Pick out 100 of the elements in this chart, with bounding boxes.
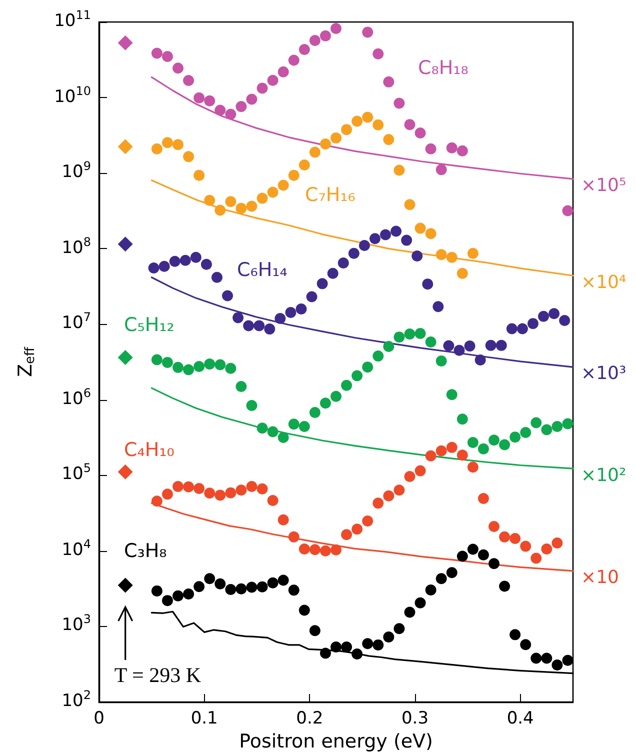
point (162, 51, 173, 62)
point (404, 119, 416, 130)
point (478, 549, 489, 560)
point (341, 380, 352, 391)
point (478, 443, 489, 454)
point (278, 574, 289, 586)
point (467, 248, 478, 259)
point (194, 170, 205, 181)
point (383, 76, 394, 88)
point (151, 585, 162, 596)
series-label: C₇H₁₆ (305, 184, 356, 206)
point (320, 30, 331, 42)
point (474, 354, 486, 366)
point (225, 584, 236, 596)
point (243, 320, 254, 332)
text: ×10⁵ (581, 174, 626, 196)
point (151, 143, 162, 154)
y-tick-label: 10$^{2}$ (62, 688, 91, 711)
point (288, 531, 300, 542)
series-label: C₆H₁₄ (237, 259, 288, 281)
series-label: C₃H₈ (124, 540, 167, 562)
point (414, 222, 426, 234)
point (204, 194, 216, 206)
point (383, 631, 394, 642)
point (362, 515, 374, 526)
point (404, 470, 416, 482)
point (516, 323, 528, 334)
point (456, 414, 468, 425)
point (414, 127, 426, 138)
point (562, 205, 574, 216)
point (214, 204, 226, 216)
point (309, 625, 320, 636)
point (204, 95, 216, 106)
point (394, 623, 405, 634)
point (288, 584, 300, 596)
point (496, 340, 507, 351)
point (162, 488, 173, 500)
text: ×10 (581, 566, 619, 588)
point (446, 442, 458, 453)
point (236, 484, 247, 496)
point (183, 364, 194, 376)
point (372, 350, 384, 362)
point (172, 481, 184, 492)
point (446, 389, 458, 400)
point (443, 340, 454, 352)
point (527, 318, 538, 330)
point (162, 356, 173, 368)
point (425, 143, 436, 154)
point (394, 98, 405, 109)
point (394, 164, 405, 176)
point (530, 552, 542, 564)
point (436, 573, 447, 584)
point (278, 66, 289, 78)
point (352, 370, 363, 382)
point (246, 400, 258, 411)
point (194, 483, 205, 494)
point (499, 439, 510, 450)
text: ×10³ (581, 363, 626, 384)
point (422, 278, 434, 290)
point (267, 186, 278, 198)
point (478, 493, 489, 504)
point (232, 312, 244, 324)
point (211, 272, 222, 283)
point (362, 26, 374, 38)
point (118, 578, 133, 593)
point (298, 420, 310, 432)
point (320, 398, 331, 409)
point (338, 258, 349, 268)
point (488, 521, 500, 532)
point (172, 590, 184, 602)
point (488, 434, 500, 446)
point (151, 48, 162, 59)
point (436, 249, 447, 260)
point (246, 94, 258, 105)
point (320, 138, 331, 150)
point (225, 487, 236, 498)
point (330, 544, 342, 556)
point (369, 233, 380, 244)
point (358, 240, 370, 252)
point (562, 654, 574, 666)
point (180, 254, 191, 266)
point (194, 92, 205, 104)
point (118, 236, 133, 252)
point (267, 74, 278, 86)
point (541, 652, 552, 664)
point (485, 340, 496, 351)
point (414, 597, 426, 608)
point (246, 481, 258, 492)
point (214, 359, 226, 370)
point (169, 256, 180, 267)
point (236, 380, 247, 392)
point (510, 432, 521, 443)
point (456, 145, 468, 156)
point (436, 445, 447, 456)
point (425, 336, 436, 348)
point (541, 424, 552, 436)
point (256, 581, 268, 592)
y-tick-label: 10$^{8}$ (62, 234, 91, 258)
point (194, 360, 205, 372)
y-tick-label: 10$^{9}$ (62, 159, 91, 182)
